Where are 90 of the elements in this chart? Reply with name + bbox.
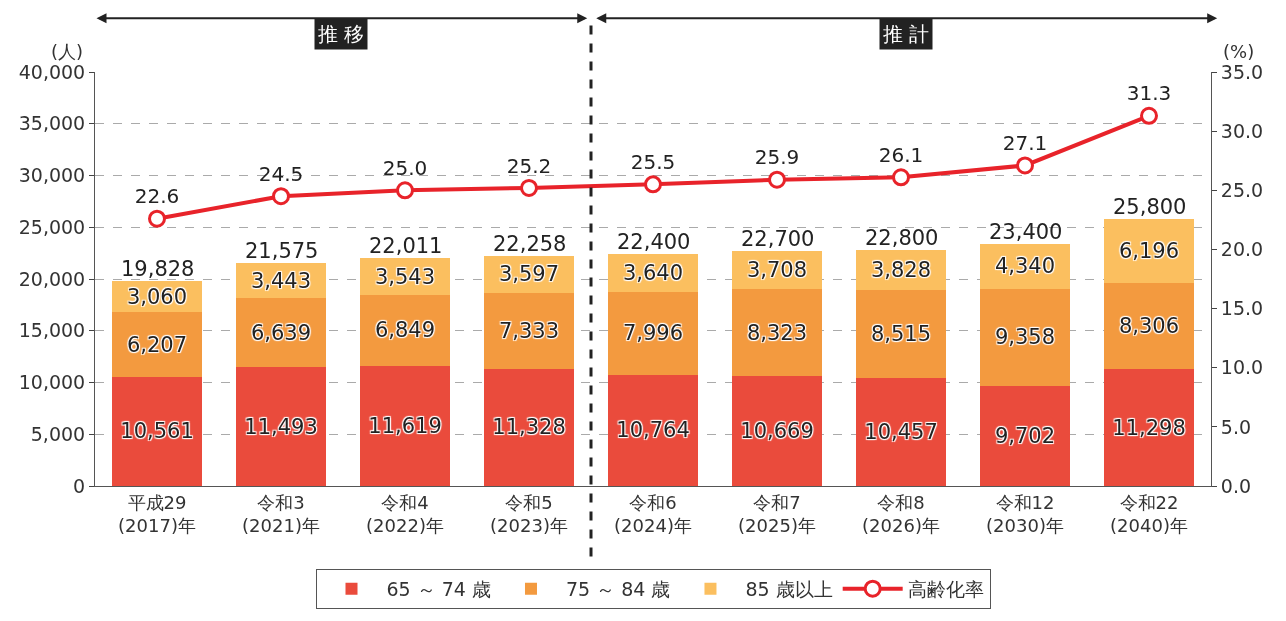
data-label: 10,457: [864, 419, 938, 444]
point: [1016, 156, 1034, 175]
y-tick-label: 0: [73, 474, 86, 497]
y2-tick-label: 10.0: [1220, 356, 1264, 379]
x-tick-label: 平成29 (2017)年: [118, 491, 196, 536]
data-label: 11,298: [1112, 415, 1186, 440]
data-label: 10,669: [740, 418, 814, 443]
data-label: 6,849: [374, 318, 436, 343]
data-label: 6,207: [126, 332, 188, 357]
data-label: 3,708: [746, 258, 808, 283]
bar: [360, 365, 450, 486]
legend-label: 75 ～ 84 歳: [565, 578, 671, 601]
legend-label: 65 ～ 74 歳: [386, 578, 491, 601]
y-tick-label: 25,000: [18, 215, 86, 238]
point: [520, 178, 538, 197]
point: [768, 170, 786, 189]
data-label: 24.5: [258, 161, 304, 186]
data-label: 3,443: [250, 268, 312, 293]
y2-tick-label: 25.0: [1220, 178, 1264, 201]
data-label: 11,619: [368, 413, 442, 438]
data-label: 25.0: [382, 155, 428, 180]
total-label: 22,700: [741, 227, 815, 251]
data-label: 22.6: [134, 184, 180, 209]
x-tick-label: 令和6 (2024)年: [614, 491, 692, 536]
data-label: 8,515: [870, 321, 932, 346]
point: [148, 209, 166, 228]
data-label: 25.9: [754, 145, 800, 170]
y-axis-title: (人): [51, 41, 84, 62]
data-label: 7,996: [622, 321, 684, 346]
total-label: 22,258: [493, 232, 567, 256]
point: [396, 181, 414, 200]
y2-tick-label: 0.0: [1220, 474, 1252, 497]
y-tick-label: 5,000: [30, 422, 86, 445]
x-tick-label: 令和4 (2022)年: [366, 491, 444, 536]
y-tick-label: 30,000: [18, 164, 86, 187]
data-label: 11,328: [492, 415, 566, 440]
data-label: 6,639: [250, 320, 312, 345]
point: [1140, 106, 1158, 125]
data-label: 11,493: [244, 414, 318, 439]
y-tick-label: 35,000: [18, 112, 86, 135]
data-label: 10,764: [616, 418, 690, 443]
total-label: 22,400: [617, 230, 691, 254]
y-tick-label: 20,000: [18, 267, 86, 290]
bar: [236, 367, 326, 486]
data-label: 3,640: [622, 260, 684, 285]
data-label: 7,333: [498, 318, 560, 343]
x-tick-label: 令和12 (2030)年: [986, 491, 1064, 536]
total-label: 22,011: [369, 234, 443, 258]
data-label: 3,543: [374, 264, 436, 289]
data-label: 3,597: [498, 262, 560, 287]
y2-tick-label: 20.0: [1220, 238, 1264, 261]
data-label: 8,323: [746, 320, 808, 345]
x-tick-label: 令和5 (2023)年: [490, 491, 568, 536]
point: [644, 175, 662, 194]
total-label: 23,400: [989, 220, 1063, 244]
total-label: 21,575: [245, 239, 319, 263]
data-label: 3,828: [870, 257, 932, 282]
x-tick-label: 令和22 (2040)年: [1110, 491, 1188, 536]
y2-tick-label: 15.0: [1220, 297, 1264, 320]
x-tick-label: 令和7 (2025)年: [738, 491, 816, 536]
data-label: 3,060: [126, 284, 188, 309]
data-label: 25.2: [506, 153, 552, 178]
y-tick-label: 10,000: [18, 371, 86, 394]
y2-tick-label: 35.0: [1220, 60, 1264, 83]
y2-axis-title: (%): [1223, 41, 1255, 62]
y2-tick-label: 5.0: [1220, 415, 1252, 438]
y2-tick-label: 30.0: [1220, 119, 1264, 142]
legend-label: 85 歳以上: [745, 578, 833, 601]
text: 推 計: [883, 22, 930, 46]
data-label: 25.5: [630, 149, 676, 174]
legend-label: 高齢化率: [907, 578, 984, 601]
y-tick-label: 40,000: [18, 60, 86, 83]
data-label: 27.1: [1002, 131, 1048, 156]
data-label: 8,306: [1118, 314, 1180, 339]
point: [272, 187, 290, 206]
data-label: 26.1: [878, 142, 924, 167]
data-label: 6,196: [1118, 239, 1180, 264]
data-label: 9,358: [994, 325, 1056, 350]
point: [892, 168, 910, 187]
data-label: 4,340: [994, 254, 1056, 279]
total-label: 25,800: [1113, 195, 1187, 219]
total-label: 19,828: [121, 257, 195, 281]
data-label: 31.3: [1126, 81, 1172, 106]
total-label: 22,800: [865, 226, 939, 250]
data-label: 10,561: [120, 419, 194, 444]
y-tick-label: 15,000: [18, 319, 86, 342]
text: 推 移: [318, 22, 365, 46]
x-tick-label: 令和8 (2026)年: [862, 491, 940, 536]
data-label: 9,702: [994, 423, 1056, 448]
x-tick-label: 令和3 (2021)年: [242, 491, 320, 536]
